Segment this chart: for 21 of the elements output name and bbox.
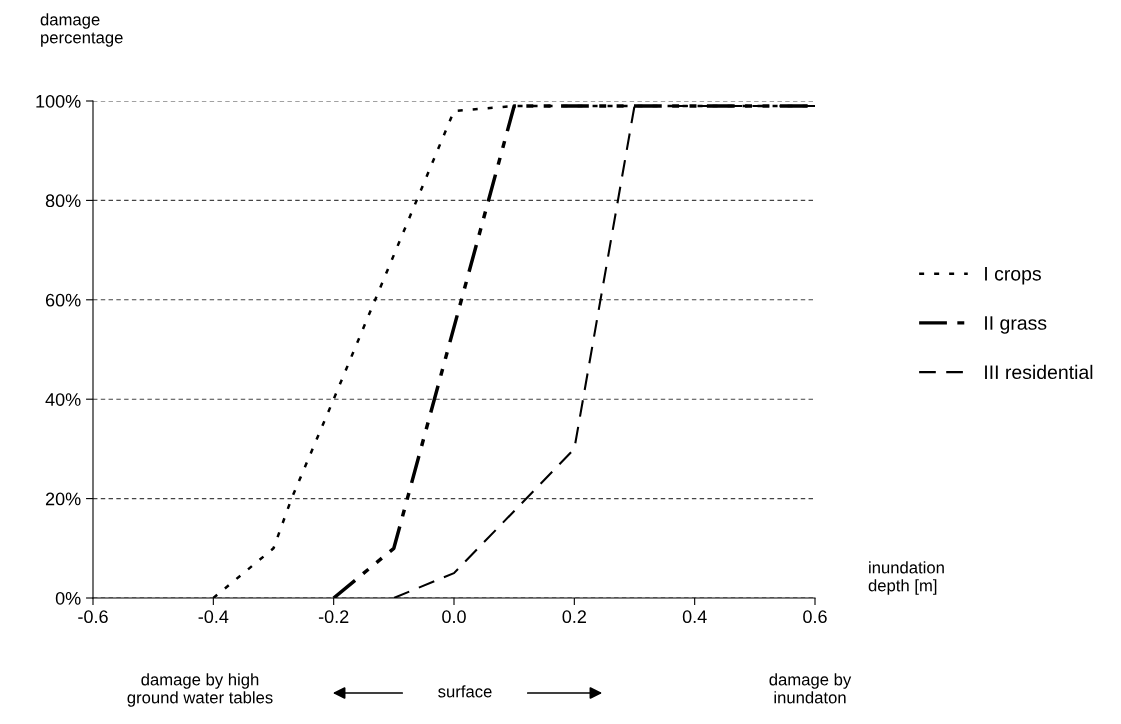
y-tick-label: 100% <box>36 94 81 108</box>
x-tick-label: -0.4 <box>198 610 229 624</box>
y-tick-label: 0% <box>55 591 81 605</box>
legend-label: I crops <box>985 267 1041 285</box>
text: damage by inundaton <box>769 673 852 704</box>
text: surface <box>438 685 492 698</box>
legend-label: III residential <box>985 364 1093 380</box>
y-tick-label: 80% <box>45 194 81 208</box>
y-tick-label: 40% <box>45 393 81 406</box>
x-axis-title: inundation depth [m] <box>868 561 944 595</box>
x-tick-label: -0.6 <box>78 610 108 624</box>
y-tick-label: 20% <box>45 492 81 506</box>
y-tick-label: 60% <box>45 293 81 307</box>
x-tick-label: 0.6 <box>803 610 827 624</box>
x-tick-label: 0.4 <box>682 610 707 624</box>
y-axis-title: damage percentage <box>40 13 123 47</box>
legend-label: II grass <box>985 316 1047 334</box>
x-tick-label: 0.2 <box>562 610 586 624</box>
x-tick-label: -0.2 <box>318 610 349 624</box>
text: damage by high ground water tables <box>127 673 273 707</box>
x-tick-label: 0.0 <box>442 610 466 624</box>
